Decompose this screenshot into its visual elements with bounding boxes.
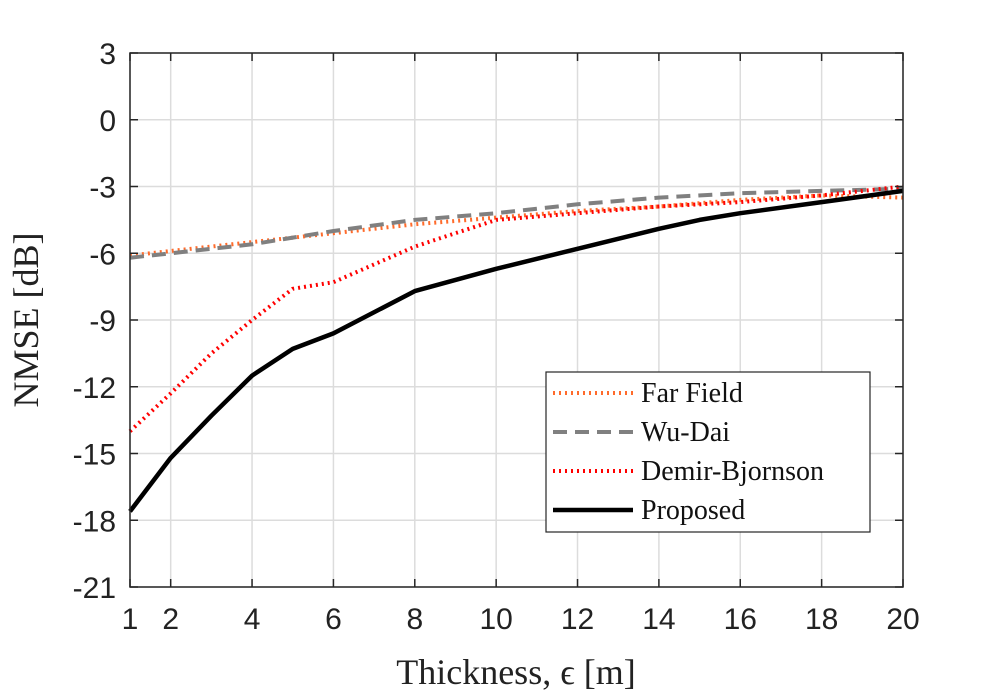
series-layer bbox=[128, 184, 904, 513]
x-tick-label: 18 bbox=[805, 603, 838, 636]
legend-label-far-field: Far Field bbox=[641, 378, 743, 409]
y-tick-label: -21 bbox=[73, 572, 116, 605]
legend-label-proposed: Proposed bbox=[641, 495, 745, 526]
x-tick-label: 2 bbox=[162, 603, 179, 636]
x-tick-label: 6 bbox=[325, 603, 342, 636]
x-tick-label: 20 bbox=[886, 603, 919, 636]
series-line-proposed bbox=[128, 188, 904, 513]
legend-entries: Far Field Wu-Dai Demir-Bjornson Proposed bbox=[553, 378, 824, 526]
y-tick-label: -15 bbox=[73, 439, 116, 472]
x-tick-label: 14 bbox=[642, 603, 675, 636]
series-line-wu-dai bbox=[129, 186, 904, 260]
series-line-demir-bjornson bbox=[128, 184, 904, 433]
x-tick-label: 12 bbox=[561, 603, 594, 636]
y-tick-label: -3 bbox=[89, 172, 116, 205]
x-tick-label: 1 bbox=[122, 603, 139, 636]
legend-label-demir-bjornson: Demir-Bjornson bbox=[641, 456, 824, 487]
y-tick-label: -12 bbox=[73, 372, 116, 405]
y-tick-label: 3 bbox=[99, 38, 116, 71]
y-tick-label: 0 bbox=[99, 105, 116, 138]
y-tick-label: -6 bbox=[89, 238, 116, 271]
x-tick-label: 4 bbox=[244, 603, 261, 636]
x-tick-label: 16 bbox=[724, 603, 757, 636]
x-tick-label: 10 bbox=[479, 603, 512, 636]
y-tick-label: -18 bbox=[73, 505, 116, 538]
tick-layer: 1 2 4 6 8 10 12 14 16 18 20 3 0 -3 -6 -9 -12 -15 -18 -21 bbox=[73, 38, 920, 636]
legend: Far Field Wu-Dai Demir-Bjornson Proposed bbox=[545, 371, 871, 533]
y-axis-title: NMSE [dB] bbox=[6, 232, 46, 407]
y-tick-label: -9 bbox=[89, 305, 116, 338]
x-tick-label: 8 bbox=[406, 603, 423, 636]
x-axis-title: Thickness, ϵ [m] bbox=[396, 652, 636, 692]
legend-box bbox=[545, 371, 871, 533]
legend-label-wu-dai: Wu-Dai bbox=[641, 417, 730, 448]
